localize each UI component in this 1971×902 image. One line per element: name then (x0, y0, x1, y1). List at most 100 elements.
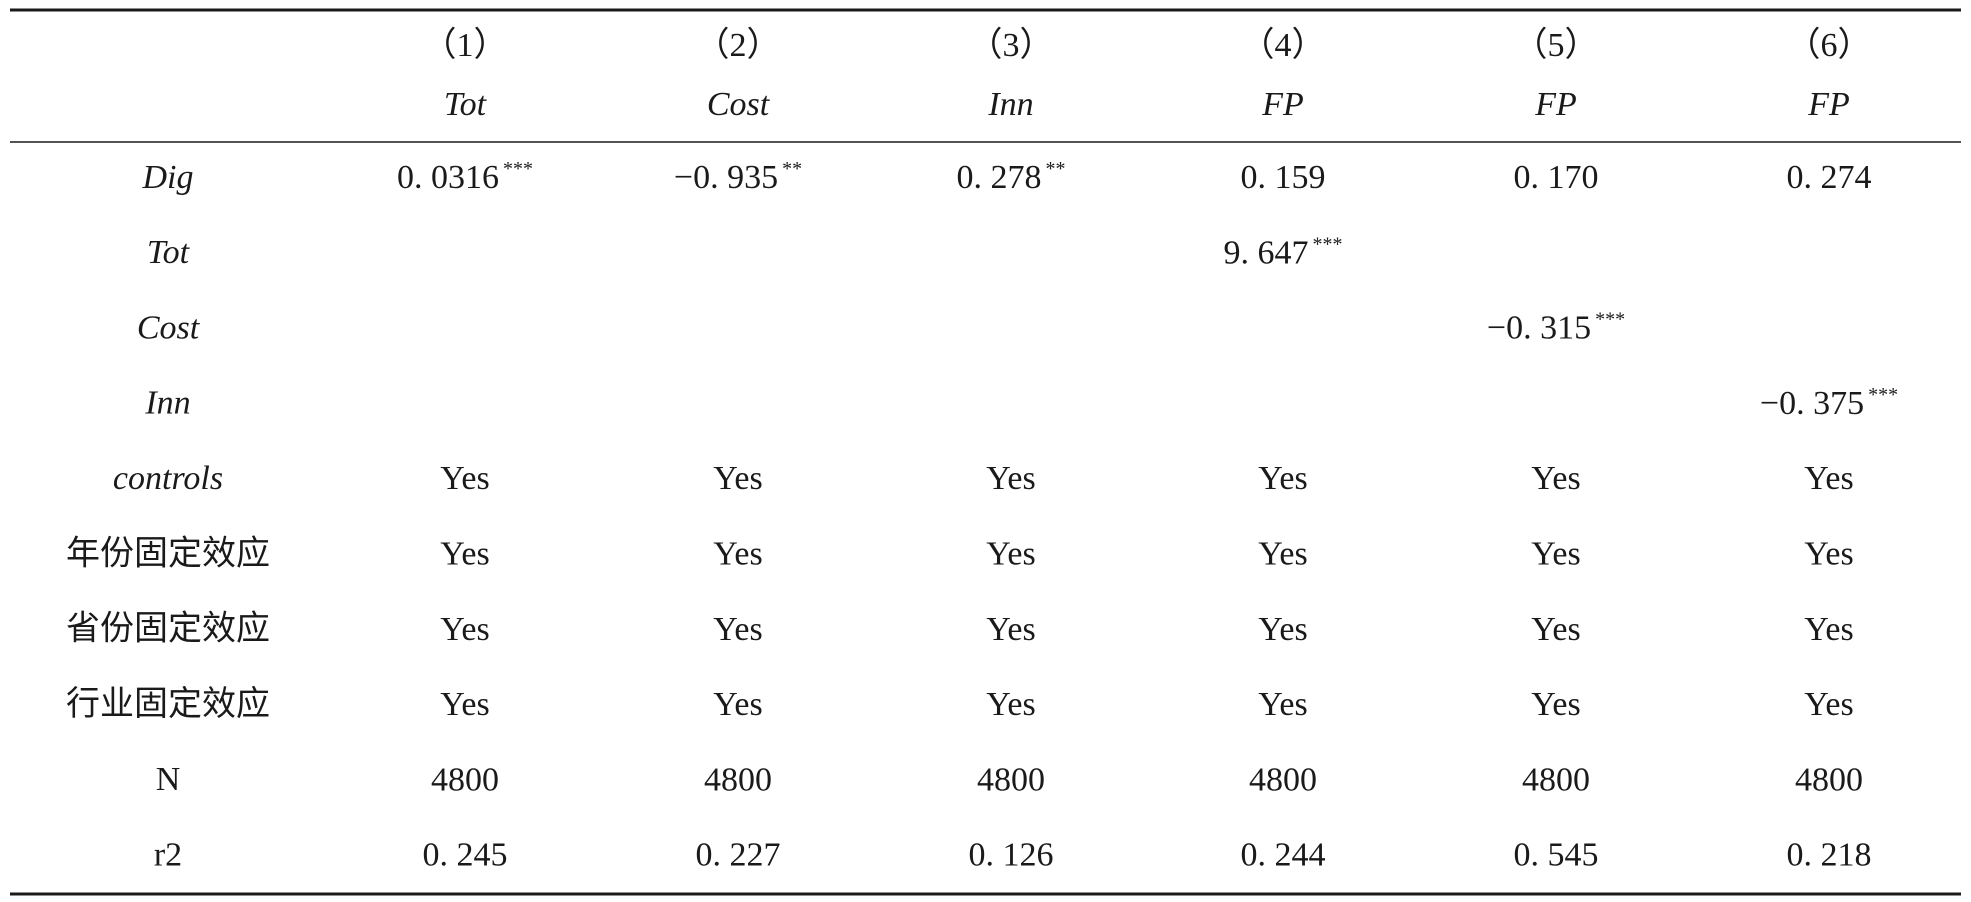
cell-value: Yes (713, 460, 762, 497)
cell: −0. 315 *** (1487, 308, 1625, 346)
row-label: 行业固定效应 (66, 685, 270, 723)
cell-value: Yes (986, 686, 1035, 723)
cell-value: 0. 227 (696, 836, 781, 873)
cell: −0. 935 ** (674, 158, 802, 196)
cell-value: 0. 170 (1514, 159, 1599, 196)
column-name: Inn (987, 86, 1033, 123)
row-label: r2 (154, 836, 182, 873)
cell-value: 0. 159 (1241, 159, 1326, 196)
cell-value: Yes (1804, 460, 1853, 497)
row-label: 省份固定效应 (66, 610, 270, 648)
cell-value: −0. 935 (674, 159, 778, 196)
cell-value: 0. 274 (1787, 159, 1872, 196)
cell: 0. 126 (969, 836, 1054, 873)
cell-value: Yes (986, 460, 1035, 497)
cell: Yes (1531, 535, 1580, 572)
cell: Yes (986, 535, 1035, 572)
row-label: Tot (147, 234, 191, 271)
cell-value: 0. 218 (1787, 836, 1872, 873)
cell-value: Yes (1804, 535, 1853, 572)
cell: 0. 278 ** (957, 158, 1066, 196)
column-number: （6） (1787, 26, 1872, 64)
cell: 4800 (431, 761, 499, 798)
cell: −0. 375 *** (1760, 383, 1898, 421)
cell: Yes (440, 460, 489, 497)
cell-value: Yes (1531, 535, 1580, 572)
cell: Yes (1804, 460, 1853, 497)
row-label: Cost (137, 309, 201, 346)
column-number: （4） (1241, 26, 1326, 64)
cell-value: Yes (440, 535, 489, 572)
column-name: Cost (707, 86, 771, 123)
cell: 0. 227 (696, 836, 781, 873)
cell-value: 0. 126 (969, 836, 1054, 873)
column-number: （3） (969, 26, 1054, 64)
row-label: Dig (142, 159, 194, 196)
cell-value: Yes (440, 611, 489, 648)
column-name: FP (1807, 86, 1850, 123)
cell: Yes (986, 611, 1035, 648)
cell: 4800 (1795, 761, 1863, 798)
cell: 0. 245 (423, 836, 508, 873)
cell-value: Yes (1258, 686, 1307, 723)
cell-value: Yes (1531, 460, 1580, 497)
column-number: （5） (1514, 26, 1599, 64)
cell: Yes (1258, 535, 1307, 572)
cell: Yes (1531, 611, 1580, 648)
cell: 0. 244 (1241, 836, 1326, 873)
cell-value: Yes (713, 686, 762, 723)
cell: Yes (986, 686, 1035, 723)
cell-value: Yes (440, 686, 489, 723)
significance-stars: *** (1313, 233, 1343, 255)
cell-value: Yes (1531, 611, 1580, 648)
cell-value: 0. 244 (1241, 836, 1326, 873)
cell-value: Yes (1804, 611, 1853, 648)
cell-value: −0. 315 (1487, 309, 1591, 346)
cell-value: 0. 545 (1514, 836, 1599, 873)
cell: Yes (986, 460, 1035, 497)
cell-value: −0. 375 (1760, 385, 1864, 422)
cell: 0. 218 (1787, 836, 1872, 873)
cell-value: Yes (1258, 611, 1307, 648)
row-label: controls (113, 460, 223, 497)
significance-stars: *** (1868, 383, 1898, 405)
column-name: Tot (444, 86, 488, 123)
cell: 0. 159 (1241, 159, 1326, 196)
significance-stars: *** (1595, 308, 1625, 330)
cell-value: 4800 (704, 761, 772, 798)
cell: Yes (1804, 535, 1853, 572)
column-name: FP (1534, 86, 1577, 123)
column-number: （1） (423, 26, 508, 64)
cell: Yes (1804, 611, 1853, 648)
cell: 0. 274 (1787, 159, 1872, 196)
cell: 4800 (1522, 761, 1590, 798)
row-label: Inn (144, 385, 190, 422)
cell: Yes (440, 611, 489, 648)
cell-value: Yes (713, 611, 762, 648)
cell: Yes (713, 686, 762, 723)
row-label: N (156, 761, 181, 798)
cell: 9. 647 *** (1224, 233, 1343, 271)
cell-value: 4800 (1795, 761, 1863, 798)
significance-stars: ** (1046, 158, 1066, 180)
cell: Yes (1531, 686, 1580, 723)
cell-value: 4800 (1249, 761, 1317, 798)
cell-value: 0. 245 (423, 836, 508, 873)
cell-value: 4800 (1522, 761, 1590, 798)
cell-value: Yes (986, 535, 1035, 572)
cell-value: 0. 0316 (397, 159, 499, 196)
significance-stars: *** (503, 158, 533, 180)
column-number: （2） (696, 26, 781, 64)
cell: 4800 (1249, 761, 1317, 798)
cell: 4800 (977, 761, 1045, 798)
cell: Yes (1258, 460, 1307, 497)
cell-value: Yes (440, 460, 489, 497)
cell-value: 4800 (431, 761, 499, 798)
cell-value: Yes (1531, 686, 1580, 723)
cell: 4800 (704, 761, 772, 798)
cell: 0. 545 (1514, 836, 1599, 873)
cell: Yes (1804, 686, 1853, 723)
column-name: FP (1261, 86, 1304, 123)
